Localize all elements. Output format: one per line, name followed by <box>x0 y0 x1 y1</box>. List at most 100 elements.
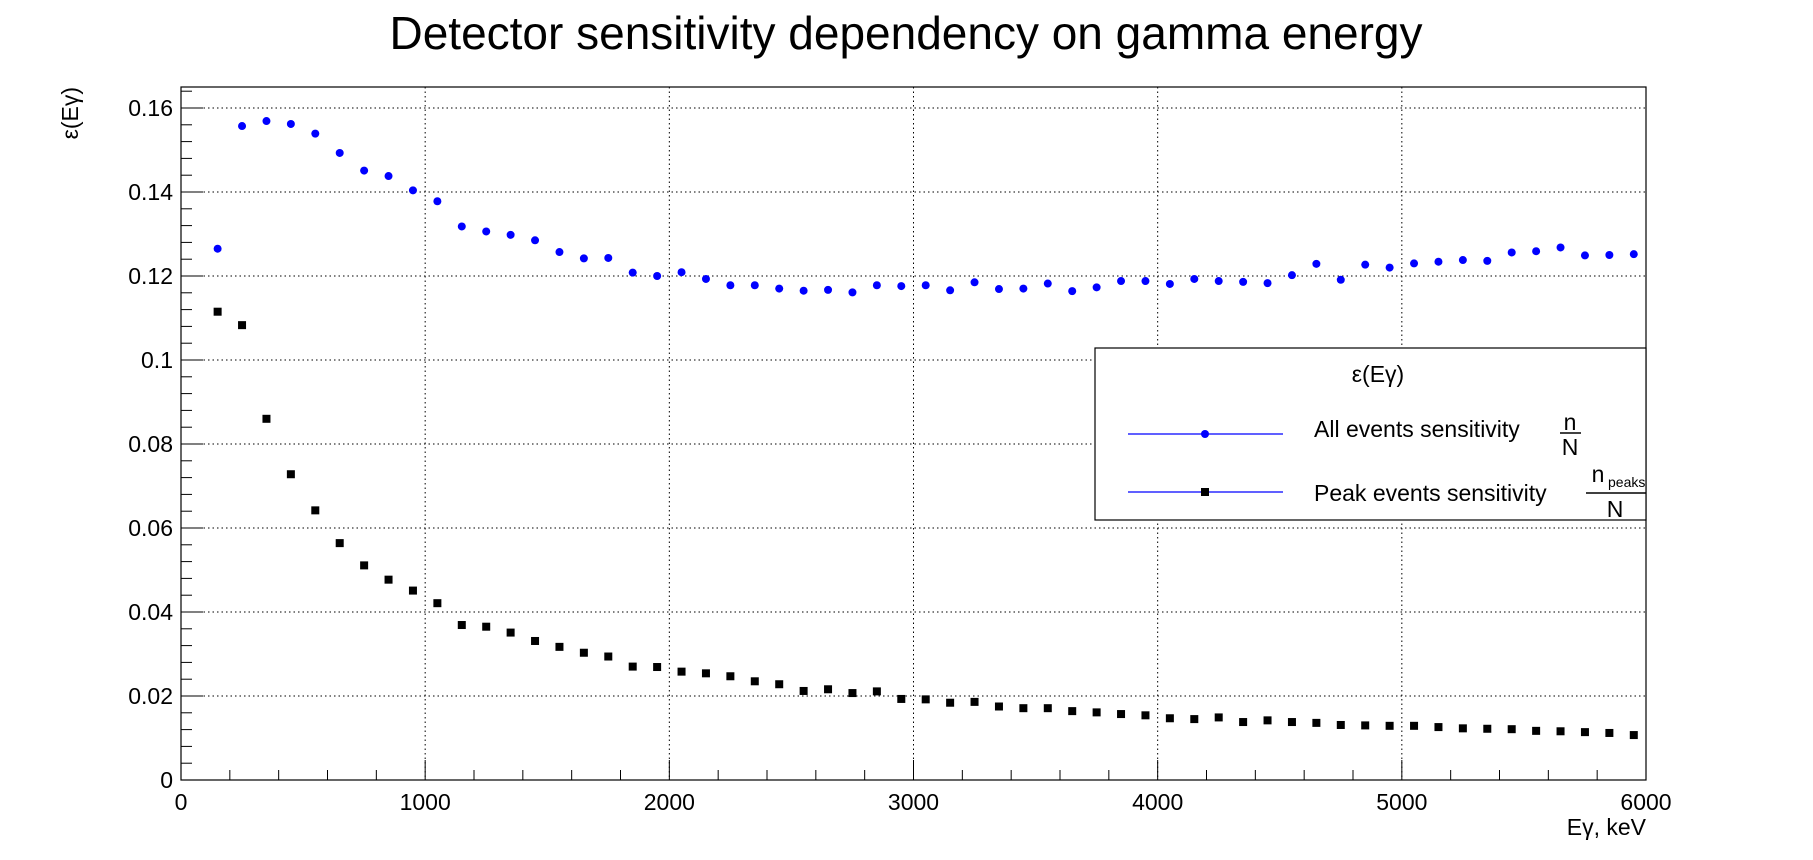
data-point <box>921 695 930 704</box>
data-point <box>726 672 735 681</box>
data-point <box>604 652 613 661</box>
x-tick-label: 0 <box>175 789 188 815</box>
y-tick-label: 0.04 <box>128 599 173 625</box>
y-tick-labels: 0 0.02 0.04 0.06 0.08 0.1 0.12 0.14 0.16 <box>128 95 173 793</box>
y-tick-label: 0.16 <box>128 95 173 121</box>
data-point <box>1214 277 1223 286</box>
x-tick-label: 1000 <box>400 789 451 815</box>
data-point <box>1165 714 1174 723</box>
data-point <box>799 686 808 695</box>
data-point <box>1287 271 1296 280</box>
data-point <box>433 599 442 608</box>
x-tick-label: 2000 <box>644 789 695 815</box>
y-tick-label: 0.12 <box>128 263 173 289</box>
y-tick-label: 0.08 <box>128 431 173 457</box>
data-point <box>701 669 710 678</box>
data-point <box>921 281 930 290</box>
y-axis-title: ε(Eγ) <box>57 87 83 139</box>
data-point <box>897 282 906 291</box>
data-point <box>1410 259 1419 268</box>
data-point <box>1507 248 1516 257</box>
y-tick-label: 0.1 <box>141 347 173 373</box>
data-point <box>1141 277 1150 286</box>
data-point <box>1336 720 1345 729</box>
legend-label-all-events: All events sensitivity <box>1314 416 1520 442</box>
data-point <box>213 244 222 253</box>
legend-label-peak-events: Peak events sensitivity <box>1314 480 1547 506</box>
data-point <box>677 667 686 676</box>
data-point <box>1068 287 1077 296</box>
chart-title: Detector sensitivity dependency on gamma… <box>389 7 1422 59</box>
data-point <box>970 697 979 706</box>
data-point <box>531 636 540 645</box>
data-point <box>262 117 271 126</box>
data-point <box>1532 726 1541 735</box>
data-point <box>457 621 466 630</box>
legend-frac-den-all-events: N <box>1562 434 1579 460</box>
data-point <box>360 166 369 175</box>
data-point <box>1483 724 1492 733</box>
data-point <box>457 222 466 231</box>
data-point <box>897 694 906 703</box>
data-point <box>628 268 637 277</box>
data-point <box>506 230 515 239</box>
data-point <box>335 539 344 548</box>
data-point <box>555 248 564 257</box>
data-point <box>482 622 491 631</box>
data-point <box>555 642 564 651</box>
data-point <box>1312 718 1321 727</box>
data-point <box>653 663 662 672</box>
data-point <box>1580 251 1589 260</box>
data-point <box>311 506 320 515</box>
x-axis-title: Eγ, keV <box>1567 814 1647 840</box>
data-point <box>408 186 417 195</box>
data-point <box>213 307 222 316</box>
data-point <box>1312 259 1321 268</box>
data-point <box>1092 708 1101 717</box>
data-point <box>1361 721 1370 730</box>
data-point <box>238 321 247 330</box>
data-point <box>1629 731 1638 740</box>
legend-header: ε(Eγ) <box>1352 361 1404 387</box>
y-tick-label: 0.14 <box>128 179 173 205</box>
y-tick-label: 0.06 <box>128 515 173 541</box>
legend-frac-num-all-events: n <box>1564 409 1577 435</box>
data-point <box>286 119 295 128</box>
data-point <box>1092 283 1101 292</box>
legend-marker-all-events <box>1201 430 1209 438</box>
data-point <box>311 129 320 138</box>
data-point <box>1190 715 1199 724</box>
x-tick-label: 4000 <box>1132 789 1183 815</box>
data-point <box>1214 713 1223 722</box>
data-point <box>701 274 710 283</box>
data-point <box>1239 277 1248 286</box>
data-point <box>1605 728 1614 737</box>
data-point <box>994 285 1003 294</box>
data-point <box>433 197 442 206</box>
data-point <box>1556 243 1565 252</box>
data-point <box>384 172 393 181</box>
data-point <box>726 281 735 290</box>
data-point <box>677 268 686 277</box>
data-point <box>750 281 759 290</box>
data-point <box>1556 727 1565 736</box>
data-point <box>408 586 417 595</box>
legend: ε(Eγ) All events sensitivity n N Peak ev… <box>1094 347 1647 522</box>
data-point <box>1043 279 1052 288</box>
data-point <box>262 414 271 423</box>
legend-marker-peak-events <box>1201 488 1209 496</box>
data-point <box>653 272 662 280</box>
data-point <box>1239 718 1248 727</box>
data-point <box>1141 711 1150 720</box>
data-point <box>750 677 759 686</box>
data-point <box>1458 256 1467 265</box>
y-tick-label: 0 <box>160 767 173 793</box>
data-point <box>482 227 491 236</box>
x-tick-label: 3000 <box>888 789 939 815</box>
data-point <box>872 281 881 290</box>
data-point <box>799 286 808 295</box>
y-tick-label: 0.02 <box>128 683 173 709</box>
data-point <box>360 561 369 570</box>
ticks <box>180 90 1647 781</box>
data-point <box>1336 275 1345 284</box>
